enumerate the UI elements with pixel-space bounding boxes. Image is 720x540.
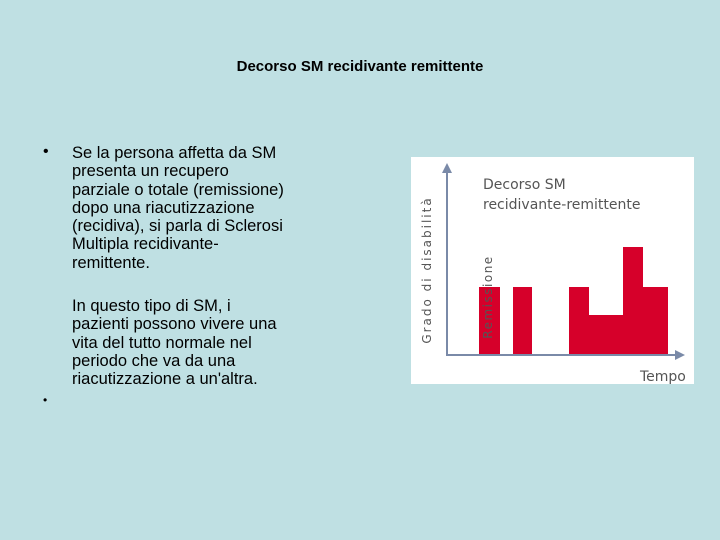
text-line: Se la persona affetta da SM	[72, 144, 277, 162]
bullet: •	[43, 143, 49, 160]
slide-title: Decorso SM recidivante remittente	[236, 58, 484, 75]
paragraph: Se la persona affetta da SM presenta un r…	[72, 144, 284, 272]
bullet: •	[43, 393, 48, 407]
y-axis-arrow	[442, 163, 452, 173]
text-line: remittente.	[72, 253, 150, 272]
paragraph: In questo tipo di SM, i pazienti possono …	[72, 297, 277, 388]
text-line: Multipla recidivante-	[72, 235, 219, 254]
text-line: pazienti possono vivere una	[72, 315, 277, 334]
y-axis-label: Grado di disabilità	[420, 196, 434, 343]
annotation: Remissione	[481, 255, 495, 338]
text-line: (recidiva), si parla di Sclerosi	[72, 217, 283, 236]
text-line: parziale o totale (remissione)	[72, 180, 284, 199]
text-line: presenta un recupero	[72, 162, 229, 181]
text-line: dopo una riacutizzazione	[72, 198, 255, 217]
text-line: periodo che va da una	[72, 351, 236, 370]
figure-title: Decorso SM	[483, 177, 566, 193]
figure: Decorso SM recidivante-remittente Grado …	[411, 157, 694, 384]
x-axis-arrow	[675, 350, 685, 360]
text-line: In questo tipo di SM, i	[72, 297, 231, 315]
disease-course-bars	[457, 247, 668, 355]
text-line: vita del tutto normale nel	[72, 333, 252, 352]
figure-title: recidivante-remittente	[483, 197, 640, 213]
x-axis-label: Tempo	[639, 369, 686, 384]
text-line: riacutizzazione a un'altra.	[72, 370, 258, 389]
